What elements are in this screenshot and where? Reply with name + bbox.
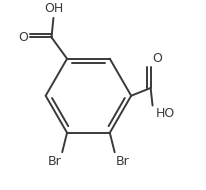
Text: HO: HO — [156, 107, 175, 120]
Text: O: O — [153, 52, 162, 65]
Text: O: O — [18, 31, 28, 44]
Text: Br: Br — [47, 155, 61, 168]
Text: OH: OH — [44, 2, 63, 15]
Text: Br: Br — [116, 155, 129, 168]
